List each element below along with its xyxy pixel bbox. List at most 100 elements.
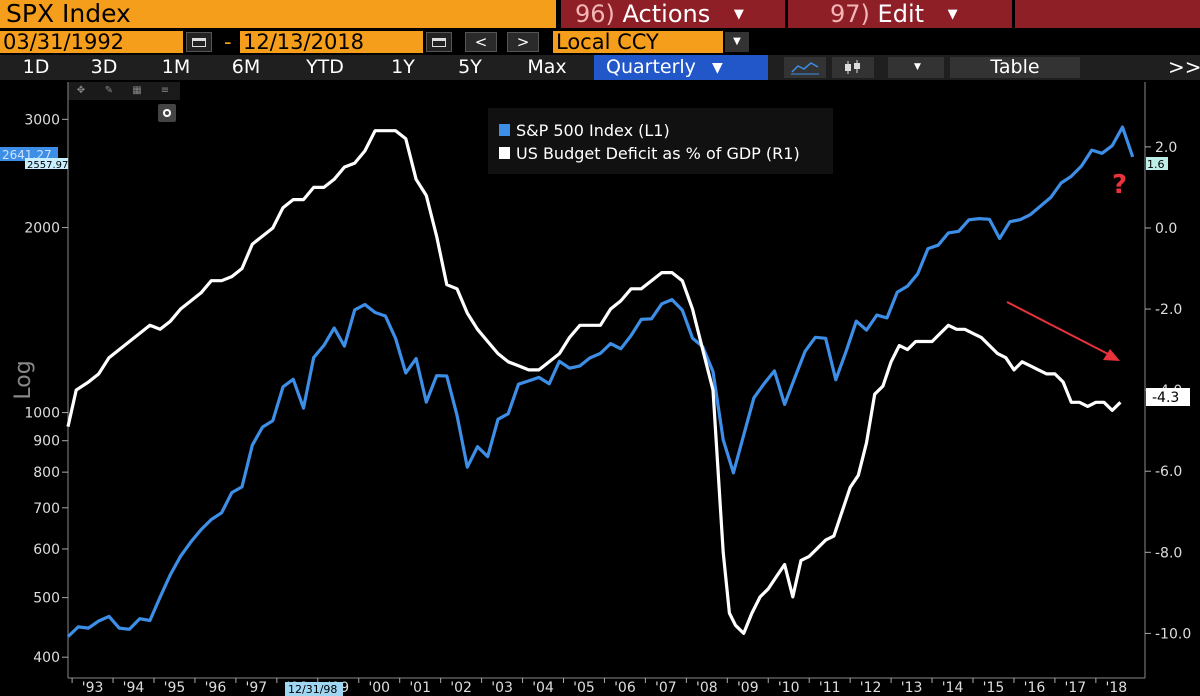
- period-6m[interactable]: 6M: [231, 56, 261, 78]
- x-tick-label: '00: [368, 680, 390, 696]
- legend-swatch-deficit: [499, 147, 510, 159]
- end-date-field[interactable]: 12/13/2018: [240, 31, 423, 53]
- start-calendar-icon[interactable]: [186, 32, 212, 52]
- x-tick-label: '08: [696, 680, 718, 696]
- edit-menu[interactable]: 97) Edit ▼: [788, 0, 1012, 28]
- legend-label-deficit: US Budget Deficit as % of GDP (R1): [516, 144, 800, 163]
- candlestick-glyph: [845, 60, 860, 74]
- right-tick-label: 2.0: [1155, 140, 1177, 156]
- date-marker: 12/31/98: [285, 682, 343, 696]
- legend-label-spx: S&P 500 Index (L1): [516, 121, 670, 140]
- chevron-down-icon: ▼: [711, 60, 723, 76]
- actions-menu[interactable]: 96) Actions ▼: [561, 0, 785, 28]
- x-tick-label: '15: [983, 680, 1005, 696]
- actions-menu-label: Actions: [622, 0, 711, 28]
- line-chart-glyph: [791, 62, 819, 75]
- left-tick-label: 400: [33, 650, 60, 666]
- menu-icon[interactable]: ≡: [160, 85, 170, 96]
- x-tick-label: '17: [1065, 680, 1087, 696]
- grid-icon[interactable]: ▦: [132, 85, 142, 96]
- right-tick-label: 0.0: [1155, 221, 1177, 237]
- currency-select[interactable]: Local CCY: [553, 31, 723, 53]
- x-tick-label: '97: [246, 680, 268, 696]
- date-separator: -: [224, 30, 232, 54]
- period-1m[interactable]: 1M: [161, 56, 191, 78]
- x-tick-label: '05: [573, 680, 595, 696]
- edit-menu-number: 97): [830, 0, 870, 28]
- x-tick-label: '01: [409, 680, 431, 696]
- period-ytd[interactable]: YTD: [306, 56, 344, 78]
- period-max[interactable]: Max: [527, 56, 567, 78]
- chevron-down-icon[interactable]: ▼: [725, 32, 749, 52]
- svg-text:1.6: 1.6: [1147, 158, 1165, 171]
- right-tick-label: -10.0: [1155, 626, 1191, 642]
- svg-text:2557.97: 2557.97: [27, 160, 68, 171]
- x-tick-label: '16: [1024, 680, 1046, 696]
- date-range-bar: 03/31/1992 - 12/13/2018 < > Local CCY ▼: [0, 31, 1200, 54]
- x-tick-label: '06: [614, 680, 636, 696]
- next-period-button[interactable]: >: [507, 32, 539, 52]
- left-tick-label: 2000: [24, 221, 60, 237]
- candlestick-icon[interactable]: [832, 57, 874, 78]
- right-tick-label: -8.0: [1155, 545, 1182, 561]
- left-tick-label: 500: [33, 591, 60, 607]
- svg-text:-4.3: -4.3: [1152, 390, 1179, 406]
- frequency-select[interactable]: Quarterly ▼: [594, 55, 768, 80]
- title-bar-filler: [1015, 0, 1200, 28]
- period-3d[interactable]: 3D: [90, 56, 118, 78]
- legend-box: [488, 108, 833, 174]
- left-last-value-tag-2: 2557.97: [25, 158, 68, 171]
- x-tick-label: '02: [450, 680, 472, 696]
- crosshair-icon[interactable]: ✥: [76, 85, 86, 96]
- title-bar: SPX Index 96) Actions ▼ 97) Edit ▼: [0, 0, 1200, 30]
- x-tick-label: '04: [532, 680, 554, 696]
- period-5y[interactable]: 5Y: [458, 56, 482, 78]
- x-tick-label: '12: [860, 680, 882, 696]
- right-last-value-tag-2: -4.3: [1146, 388, 1190, 406]
- more-options-caret[interactable]: ▼: [888, 57, 944, 78]
- x-tick-label: '94: [123, 680, 145, 696]
- left-tick-label: 700: [33, 501, 60, 517]
- period-toolbar: 1D 3D 1M 6M YTD 1Y 5Y Max Quarterly ▼ ▼ …: [0, 55, 1200, 80]
- x-tick-label: '07: [655, 680, 677, 696]
- x-tick-label: '10: [778, 680, 800, 696]
- actions-menu-number: 96): [575, 0, 615, 28]
- legend: S&P 500 Index (L1) US Budget Deficit as …: [488, 108, 833, 174]
- period-1d[interactable]: 1D: [22, 56, 50, 78]
- end-calendar-icon[interactable]: [426, 32, 452, 52]
- left-tick-label: 600: [33, 542, 60, 558]
- x-tick-label: '13: [901, 680, 923, 696]
- question-annotation: ?: [1112, 170, 1127, 200]
- trend-arrow-line: [1006, 301, 1111, 356]
- right-tick-label: -2.0: [1155, 302, 1182, 318]
- frequency-label: Quarterly: [606, 56, 696, 78]
- x-tick-label: '93: [82, 680, 104, 696]
- left-tick-label: 800: [33, 465, 60, 481]
- security-ticker[interactable]: SPX Index: [0, 0, 556, 28]
- series-line-spx: [66, 125, 1135, 638]
- table-button[interactable]: Table: [950, 57, 1080, 78]
- left-tick-label: 900: [33, 434, 60, 450]
- chart-tools: ✥ ✎ ▦ ≡: [68, 82, 180, 100]
- expand-toolbar-button[interactable]: >>: [1168, 55, 1200, 79]
- start-date-field[interactable]: 03/31/1992: [0, 31, 183, 53]
- line-chart-icon[interactable]: [784, 57, 826, 78]
- x-tick-label: '03: [491, 680, 513, 696]
- svg-text:12/31/98: 12/31/98: [288, 683, 337, 696]
- right-tick-label: -6.0: [1155, 464, 1182, 480]
- prev-period-button[interactable]: <: [465, 32, 497, 52]
- record-icon[interactable]: [158, 104, 176, 122]
- x-tick-label: '96: [205, 680, 227, 696]
- period-1y[interactable]: 1Y: [391, 56, 415, 78]
- chevron-down-icon: ▼: [733, 7, 744, 22]
- left-tick-label: 3000: [24, 112, 60, 128]
- pencil-icon[interactable]: ✎: [104, 85, 114, 96]
- x-tick-label: '14: [942, 680, 964, 696]
- x-tick-label: '18: [1105, 680, 1127, 696]
- chevron-down-icon: ▼: [947, 7, 958, 22]
- left-axis-label: Log: [11, 360, 36, 399]
- legend-swatch-spx: [499, 124, 510, 136]
- trend-arrow-head: [1103, 349, 1120, 361]
- x-tick-label: '11: [819, 680, 841, 696]
